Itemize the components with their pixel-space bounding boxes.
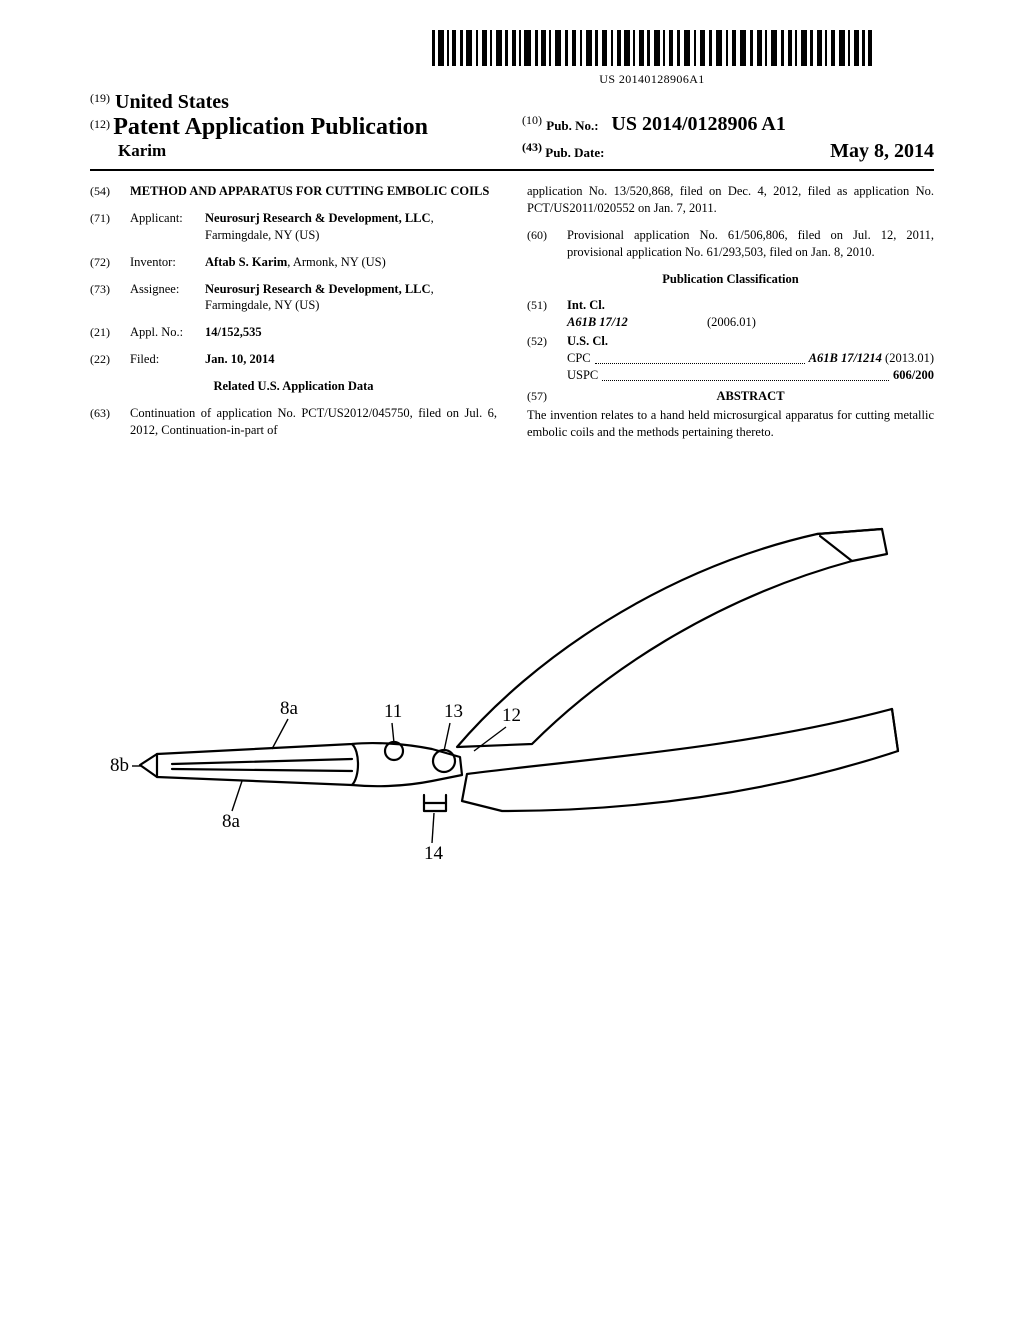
f60-text: Provisional application No. 61/506,806, …: [567, 227, 934, 261]
author-name: Karim: [90, 141, 502, 161]
fig-label-8a-bot: 8a: [222, 811, 241, 832]
code-22: (22): [90, 351, 130, 368]
filed-value: Jan. 10, 2014: [205, 352, 274, 366]
figure-svg: 8a 8a 8b 11 13 12 14: [102, 499, 922, 879]
code-21: (21): [90, 324, 130, 341]
header-right: (10) Pub. No.: US 2014/0128906 A1 (43) P…: [502, 91, 934, 163]
code-57: (57): [527, 388, 567, 405]
applicant-value: Neurosurj Research & Development, LLC, F…: [205, 210, 497, 244]
body-columns: (54) METHOD AND APPARATUS FOR CUTTING EM…: [90, 183, 934, 449]
uspc-line: USPC 606/200: [567, 367, 934, 384]
abstract-text: The invention relates to a hand held mic…: [527, 407, 934, 441]
field-51: (51) Int. Cl. A61B 17/12 (2006.01): [527, 297, 934, 331]
pub-no-value: US 2014/0128906 A1: [611, 113, 785, 135]
fig-label-14: 14: [424, 843, 444, 864]
code-12: (12): [90, 117, 110, 131]
pub-date-line: (43) Pub. Date: May 8, 2014: [522, 140, 934, 161]
related-data-heading: Related U.S. Application Data: [90, 378, 497, 395]
code-52: (52): [527, 333, 567, 384]
barcode-graphic: [432, 30, 872, 70]
code-51: (51): [527, 297, 567, 331]
uscl-block: U.S. Cl. CPC A61B 17/1214 (2013.01) USPC…: [567, 333, 934, 384]
f63-text: Continuation of application No. PCT/US20…: [130, 405, 497, 439]
label-applicant: Applicant:: [130, 210, 205, 244]
header-left: (19) United States (12) Patent Applicati…: [90, 91, 502, 163]
field-54: (54) METHOD AND APPARATUS FOR CUTTING EM…: [90, 183, 497, 200]
pub-no-line: (10) Pub. No.: US 2014/0128906 A1: [522, 113, 934, 136]
left-column: (54) METHOD AND APPARATUS FOR CUTTING EM…: [90, 183, 497, 449]
code-19: (19): [90, 91, 110, 105]
code-72: (72): [90, 254, 130, 271]
uspc-label: USPC: [567, 367, 598, 384]
assignee-name: Neurosurj Research & Development, LLC: [205, 282, 431, 296]
inventor-value: Aftab S. Karim, Armonk, NY (US): [205, 254, 497, 271]
code-63: (63): [90, 405, 130, 439]
field-57-head: (57) ABSTRACT: [527, 388, 934, 405]
inventor-name: Aftab S. Karim: [205, 255, 287, 269]
label-inventor: Inventor:: [130, 254, 205, 271]
doctype-line: (12) Patent Application Publication: [90, 114, 502, 141]
field-71: (71) Applicant: Neurosurj Research & Dev…: [90, 210, 497, 244]
intcl-label: Int. Cl.: [567, 298, 605, 312]
field-60: (60) Provisional application No. 61/506,…: [527, 227, 934, 261]
document-header: (19) United States (12) Patent Applicati…: [90, 91, 934, 171]
uscl-label: U.S. Cl.: [567, 334, 608, 348]
field-21: (21) Appl. No.: 14/152,535: [90, 324, 497, 341]
fig-label-8a-top: 8a: [280, 698, 299, 719]
pub-class-heading: Publication Classification: [527, 271, 934, 288]
fig-label-12: 12: [502, 705, 521, 726]
pub-date-value: May 8, 2014: [830, 140, 934, 163]
field-72: (72) Inventor: Aftab S. Karim, Armonk, N…: [90, 254, 497, 271]
country-line: (19) United States: [90, 91, 502, 114]
fig-label-11: 11: [384, 701, 402, 722]
intcl-block: Int. Cl. A61B 17/12 (2006.01): [567, 297, 934, 331]
label-filed: Filed:: [130, 351, 205, 368]
patent-figure: 8a 8a 8b 11 13 12 14: [90, 499, 934, 883]
pub-date-label: Pub. Date:: [545, 145, 604, 160]
assignee-value: Neurosurj Research & Development, LLC, F…: [205, 281, 497, 315]
cpc-date: (2013.01): [885, 350, 934, 367]
code-43: (43): [522, 140, 542, 154]
barcode-number: US 20140128906A1: [370, 72, 934, 87]
inventor-loc: , Armonk, NY (US): [287, 255, 386, 269]
applicant-name: Neurosurj Research & Development, LLC: [205, 211, 431, 225]
fig-label-13: 13: [444, 701, 463, 722]
intcl-class: A61B 17/12: [567, 314, 707, 331]
barcode-block: US 20140128906A1: [370, 30, 934, 87]
code-60: (60): [527, 227, 567, 261]
field-22: (22) Filed: Jan. 10, 2014: [90, 351, 497, 368]
fig-label-8b: 8b: [110, 755, 129, 776]
label-assignee: Assignee:: [130, 281, 205, 315]
cpc-line: CPC A61B 17/1214 (2013.01): [567, 350, 934, 367]
code-54: (54): [90, 183, 130, 200]
right-column: application No. 13/520,868, filed on Dec…: [527, 183, 934, 449]
cpc-label: CPC: [567, 350, 591, 367]
country-name: United States: [115, 91, 229, 113]
code-71: (71): [90, 210, 130, 244]
doc-type: Patent Application Publication: [113, 114, 428, 140]
intcl-date: (2006.01): [707, 314, 756, 331]
f63-continuation: application No. 13/520,868, filed on Dec…: [527, 183, 934, 217]
code-73: (73): [90, 281, 130, 315]
uspc-val: 606/200: [893, 367, 934, 384]
abstract-label: ABSTRACT: [716, 389, 784, 403]
applno-value: 14/152,535: [205, 325, 262, 339]
code-10: (10): [522, 113, 542, 127]
cpc-val: A61B 17/1214: [809, 351, 882, 365]
field-73: (73) Assignee: Neurosurj Research & Deve…: [90, 281, 497, 315]
invention-title: METHOD AND APPARATUS FOR CUTTING EMBOLIC…: [130, 183, 497, 200]
field-52: (52) U.S. Cl. CPC A61B 17/1214 (2013.01)…: [527, 333, 934, 384]
label-applno: Appl. No.:: [130, 324, 205, 341]
field-63: (63) Continuation of application No. PCT…: [90, 405, 497, 439]
pub-no-label: Pub. No.:: [546, 118, 598, 133]
